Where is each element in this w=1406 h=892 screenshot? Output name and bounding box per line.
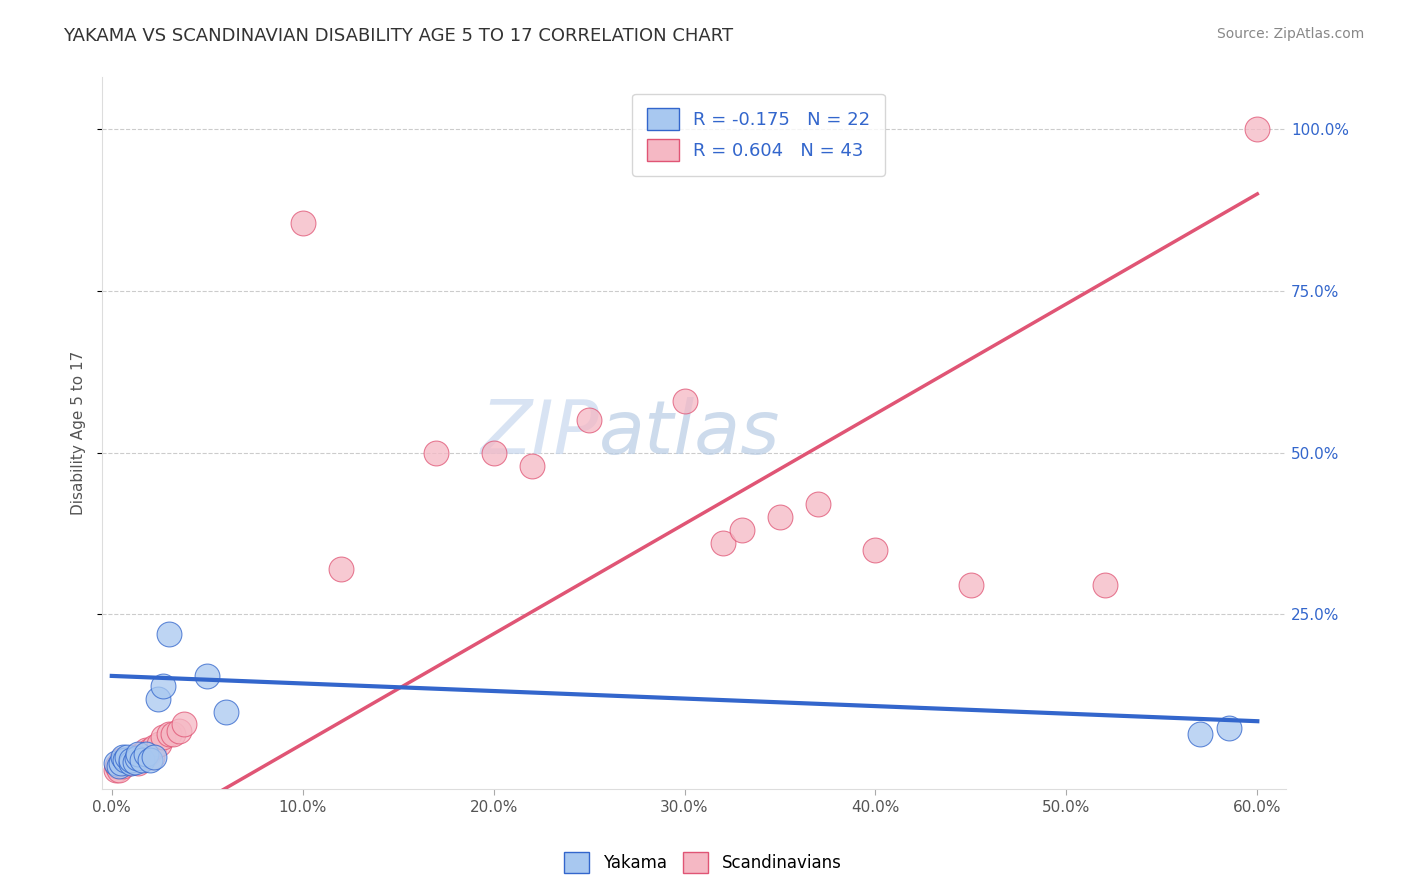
- Legend: Yakama, Scandinavians: Yakama, Scandinavians: [558, 846, 848, 880]
- Point: [115, 753, 138, 767]
- Point: [578, 413, 600, 427]
- Point: [162, 727, 184, 741]
- Point: [124, 755, 146, 769]
- Point: [114, 753, 136, 767]
- Point: [110, 756, 132, 771]
- Point: [146, 691, 169, 706]
- Point: [142, 740, 165, 755]
- Point: [125, 749, 148, 764]
- Point: [127, 747, 149, 761]
- Y-axis label: Disability Age 5 to 17: Disability Age 5 to 17: [72, 351, 86, 516]
- Point: [141, 749, 163, 764]
- Point: [110, 756, 132, 771]
- Point: [120, 753, 142, 767]
- Point: [107, 759, 129, 773]
- Point: [482, 446, 505, 460]
- Point: [167, 723, 190, 738]
- Point: [135, 743, 157, 757]
- Point: [807, 498, 830, 512]
- Point: [118, 756, 141, 771]
- Point: [711, 536, 734, 550]
- Point: [731, 524, 754, 538]
- Point: [124, 753, 146, 767]
- Point: [108, 763, 131, 777]
- Point: [121, 749, 143, 764]
- Point: [1189, 727, 1212, 741]
- Point: [112, 749, 135, 764]
- Point: [1246, 122, 1268, 136]
- Point: [136, 747, 159, 761]
- Point: [142, 749, 165, 764]
- Legend: R = -0.175   N = 22, R = 0.604   N = 43: R = -0.175 N = 22, R = 0.604 N = 43: [633, 94, 884, 176]
- Point: [960, 578, 983, 592]
- Point: [329, 562, 352, 576]
- Point: [215, 705, 238, 719]
- Point: [1094, 578, 1116, 592]
- Point: [120, 756, 142, 771]
- Point: [135, 747, 157, 761]
- Point: [131, 747, 153, 761]
- Text: ZIP: ZIP: [481, 397, 599, 469]
- Point: [157, 727, 180, 741]
- Point: [127, 756, 149, 771]
- Point: [152, 731, 174, 745]
- Point: [1218, 721, 1240, 735]
- Point: [108, 759, 131, 773]
- Point: [157, 627, 180, 641]
- Point: [425, 446, 447, 460]
- Point: [129, 753, 152, 767]
- Point: [139, 753, 162, 767]
- Point: [104, 756, 127, 771]
- Text: Source: ZipAtlas.com: Source: ZipAtlas.com: [1216, 27, 1364, 41]
- Point: [114, 756, 136, 771]
- Point: [134, 749, 156, 764]
- Point: [110, 753, 132, 767]
- Point: [125, 751, 148, 765]
- Point: [148, 737, 170, 751]
- Point: [865, 542, 887, 557]
- Point: [104, 763, 127, 777]
- Point: [173, 717, 195, 731]
- Point: [520, 458, 543, 473]
- Point: [115, 749, 138, 764]
- Point: [769, 510, 792, 524]
- Point: [139, 743, 162, 757]
- Text: atlas: atlas: [599, 397, 780, 469]
- Point: [152, 679, 174, 693]
- Point: [195, 669, 218, 683]
- Text: YAKAMA VS SCANDINAVIAN DISABILITY AGE 5 TO 17 CORRELATION CHART: YAKAMA VS SCANDINAVIAN DISABILITY AGE 5 …: [63, 27, 734, 45]
- Point: [112, 759, 135, 773]
- Point: [131, 753, 153, 767]
- Point: [291, 216, 314, 230]
- Point: [673, 393, 696, 408]
- Point: [120, 755, 142, 769]
